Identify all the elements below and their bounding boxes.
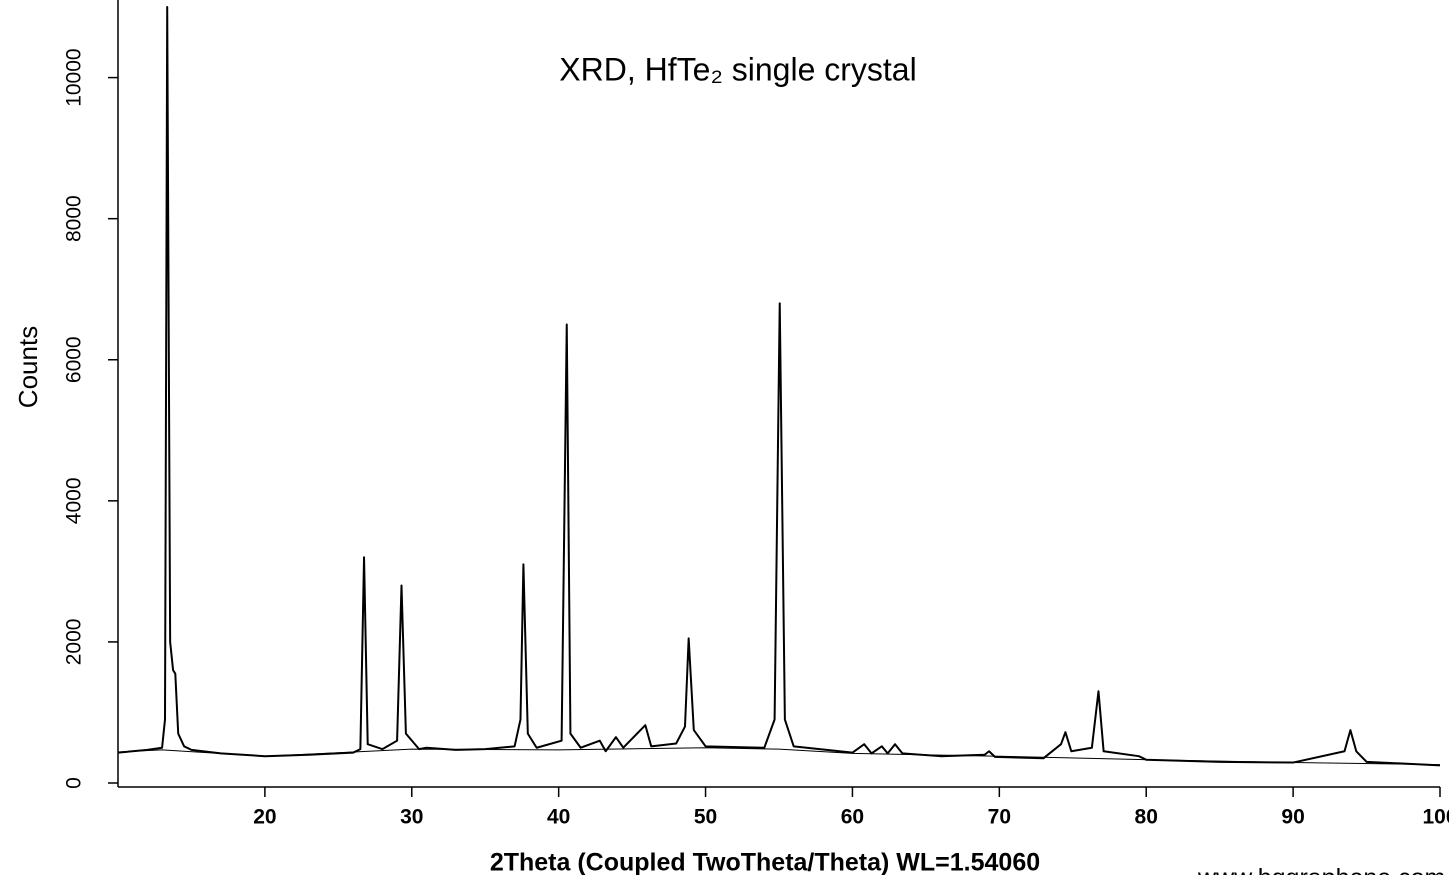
x-tick-label: 60 [841,806,864,829]
y-tick-label: 8000 [63,195,86,242]
y-tick-label: 4000 [63,477,86,524]
y-axis-label: Counts [13,326,43,408]
data-line [117,6,1441,767]
x-tick-label: 80 [1135,806,1158,829]
y-tick-label: 10000 [63,48,86,106]
x-tick-label: 30 [400,806,423,829]
x-tick-label: 100 [1422,806,1449,829]
y-tick-label: 2000 [63,619,86,666]
data-line [117,747,1441,766]
x-axis-label: 2Theta (Coupled TwoTheta/Theta) WL=1.540… [490,849,1040,875]
y-tick-label: 6000 [63,336,86,383]
x-tick-label: 40 [547,806,570,829]
y-tick-label: 0 [63,777,86,789]
chart-title: XRD, HfTe₂ single crystal [559,51,916,87]
x-tick-label: 20 [253,806,276,829]
watermark: www.hqgraphene.com [1197,864,1445,875]
x-tick-label: 90 [1281,806,1304,829]
x-tick-label: 50 [694,806,717,829]
x-tick-label: 70 [988,806,1011,829]
